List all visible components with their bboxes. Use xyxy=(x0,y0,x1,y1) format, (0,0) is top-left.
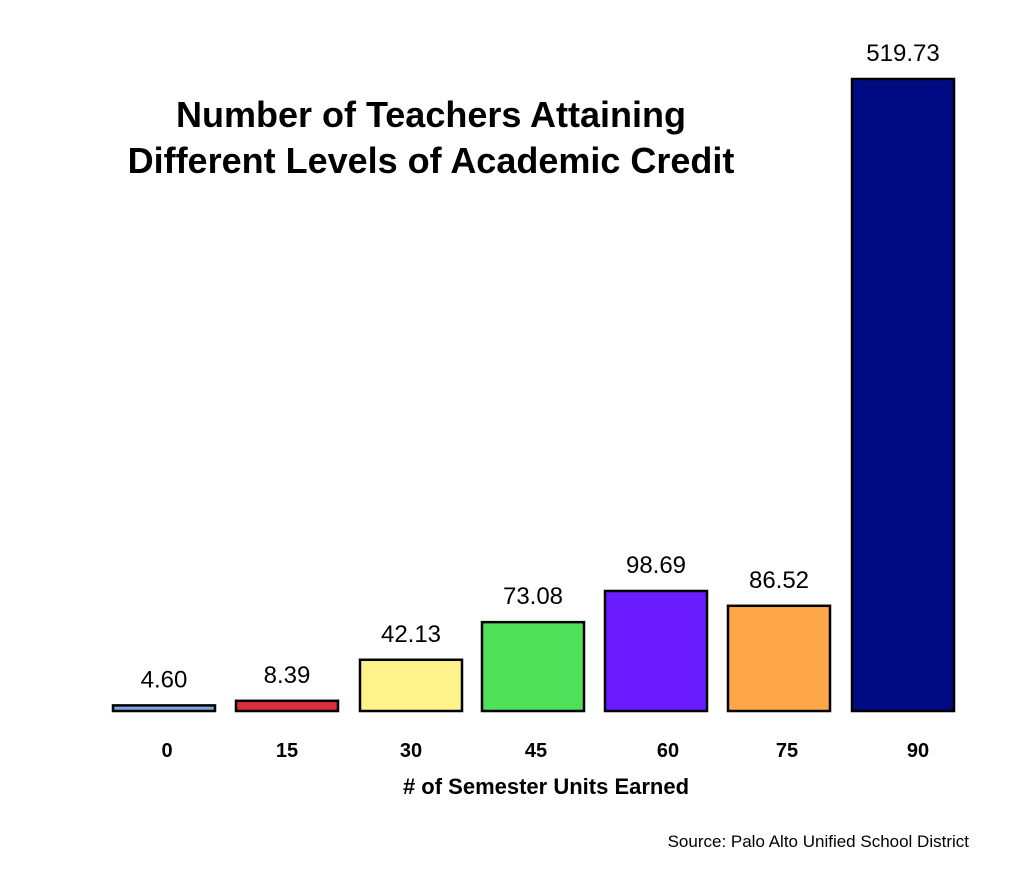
value-label-15: 8.39 xyxy=(264,662,311,689)
bar-0 xyxy=(111,704,217,713)
value-label-60: 98.69 xyxy=(626,552,686,579)
value-labels-group: 4.60 8.39 42.13 73.08 98.69 86.52 519.73 xyxy=(141,40,940,693)
chart-title-line-2: Different Levels of Academic Credit xyxy=(128,140,735,181)
bar-45 xyxy=(480,620,586,713)
bars-group xyxy=(111,77,956,713)
value-label-0: 4.60 xyxy=(141,666,188,693)
x-tick-label-60: 60 xyxy=(657,740,679,762)
value-label-90: 519.73 xyxy=(866,40,939,67)
bar-90 xyxy=(850,77,956,713)
bar-75 xyxy=(726,604,832,713)
x-tick-label-0: 0 xyxy=(161,740,172,762)
x-tick-labels-group: 0 15 30 45 60 75 90 xyxy=(161,740,929,762)
bar-30 xyxy=(358,658,464,713)
chart-title-line-1: Number of Teachers Attaining xyxy=(176,94,686,135)
bar-15 xyxy=(234,699,340,713)
value-label-45: 73.08 xyxy=(503,583,563,610)
source-note: Source: Palo Alto Unified School Distric… xyxy=(668,832,970,851)
value-label-75: 86.52 xyxy=(749,567,809,594)
x-axis-title: # of Semester Units Earned xyxy=(403,774,689,799)
x-tick-label-75: 75 xyxy=(776,740,798,762)
x-tick-label-45: 45 xyxy=(525,740,547,762)
x-tick-label-30: 30 xyxy=(400,740,422,762)
x-tick-label-90: 90 xyxy=(907,740,929,762)
value-label-30: 42.13 xyxy=(381,621,441,648)
x-tick-label-15: 15 xyxy=(276,740,298,762)
bar-60 xyxy=(603,589,709,713)
